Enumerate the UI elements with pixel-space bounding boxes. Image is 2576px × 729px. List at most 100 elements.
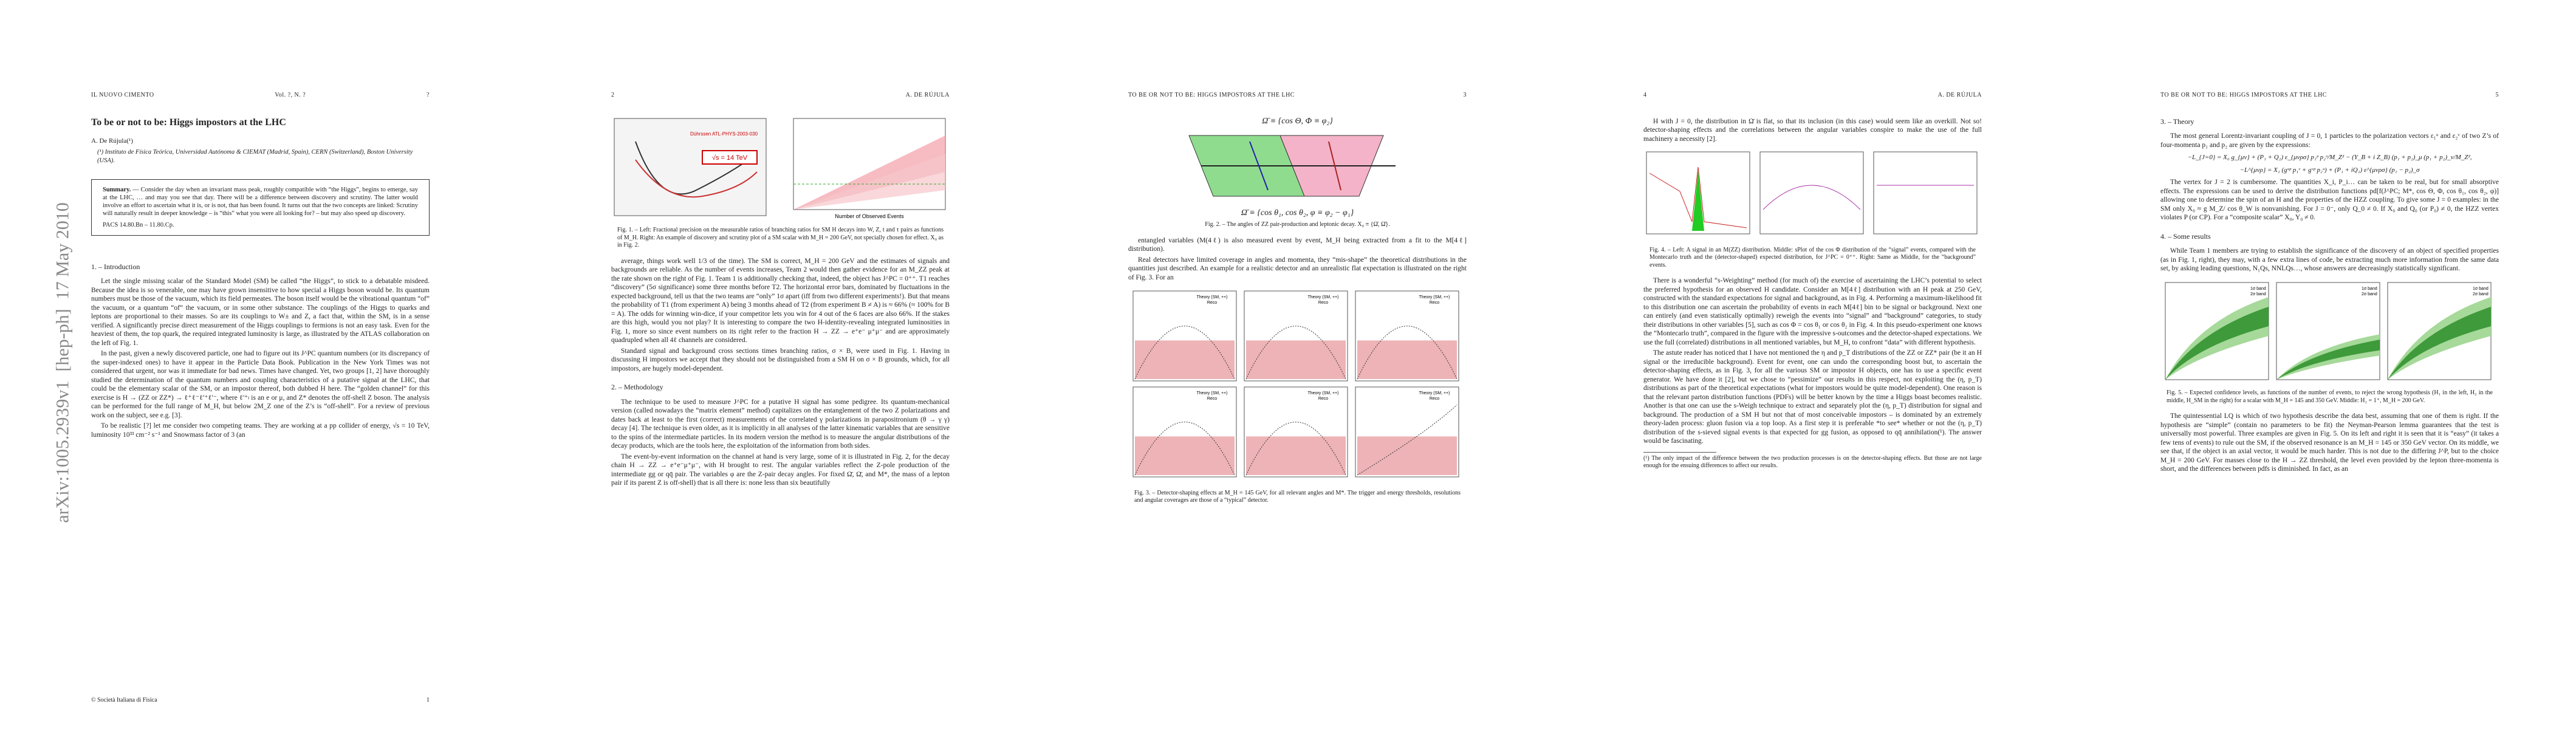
running-title: TO BE OR NOT TO BE: HIGGS IMPOSTORS AT T…: [1128, 92, 1295, 98]
figure-4: [1646, 151, 1978, 234]
band-1sigma: [2388, 306, 2491, 380]
footnote: (¹) The only impact of the difference be…: [1643, 454, 1982, 470]
page-number: 5: [2495, 92, 2499, 98]
paragraph: There is a wonderful “s-Weighting” metho…: [1643, 277, 1982, 346]
flat-expectation: [1357, 340, 1457, 379]
page-number: 3: [1463, 92, 1467, 98]
page: TO BE OR NOT TO BE: HIGGS IMPOSTORS AT T…: [1128, 91, 1467, 705]
author-head: A. DE RÚJULA: [905, 92, 950, 98]
plot-frame: [2276, 282, 2380, 380]
legend-entry: 2σ band: [2362, 292, 2377, 296]
author-head: A. DE RÚJULA: [1937, 92, 1982, 98]
paragraph: The vertex for J = 2 is cumbersome. The …: [2160, 179, 2499, 221]
paragraph: While Team 1 members are trying to estab…: [2160, 247, 2499, 272]
page-number: 1: [426, 696, 430, 703]
caption: Fig. 3. – Detector-shaping effects at M_…: [1134, 489, 1461, 504]
caption: Fig. 5. – Expected confidence levels, as…: [2167, 389, 2493, 404]
legend-entry: Reco: [1207, 301, 1217, 305]
volume: Vol. ?, N. ?: [275, 92, 306, 98]
band-1sigma: [2165, 306, 2269, 380]
legend-entry: Reco: [1318, 301, 1328, 305]
page-number: ?: [426, 92, 430, 98]
running-title: TO BE OR NOT TO BE: HIGGS IMPOSTORS AT T…: [2160, 92, 2327, 98]
legend-entry: 2σ band: [2473, 292, 2489, 296]
reco-curve: [1357, 405, 1458, 476]
legend-entry: 1σ band: [2473, 287, 2489, 291]
footer: © Società Italiana di Fisica 1: [91, 696, 430, 705]
caption: Fig. 1. – Left: Fractional precision on …: [617, 227, 944, 248]
reco-curve: [1357, 326, 1458, 380]
equation: Ω̄ ≡ {cos θ₁, cos θ₂, φ ≡ φ₂ − φ₁}: [1241, 208, 1354, 217]
flat-expectation: [1357, 436, 1457, 475]
section-heading: 3. – Theory: [2160, 117, 2194, 126]
fig-label: Dührssen ATL-PHYS-2003-030: [690, 131, 758, 137]
section-heading: 2. – Methodology: [611, 383, 663, 391]
flat-expectation: [1135, 436, 1235, 475]
paragraph: To be realistic [?] let me consider two …: [91, 422, 430, 439]
reco-curve: [1245, 326, 1346, 380]
reco-curve: [1134, 326, 1235, 380]
reco-curve: [1245, 422, 1346, 476]
flat-expectation: [1246, 436, 1346, 475]
legend-entry: Theory (SM, ++): [1197, 295, 1228, 299]
paragraph: The most general Lorentz-invariant coupl…: [2160, 132, 2499, 149]
reco-curve: [1134, 422, 1235, 476]
legend-entry: Reco: [1318, 397, 1328, 401]
page: IL NUOVO CIMENTO Vol. ?, N. ?? To be or n…: [91, 91, 430, 705]
arxiv-stamp: arXiv:1005.2939v1 [hep-ph] 17 May 2010: [52, 202, 73, 523]
band-1sigma: [2276, 339, 2380, 380]
paragraph: The technique to be used to measure J^PC…: [611, 398, 950, 450]
legend-entry: Reco: [1430, 397, 1439, 401]
axis-label: Number of Observed Events: [835, 213, 904, 219]
page-number: 2: [611, 92, 615, 98]
running-head: IL NUOVO CIMENTO Vol. ?, N. ??: [91, 91, 430, 100]
paragraph: Real detectors have limited coverage in …: [1128, 256, 1467, 281]
pacs: PACS 14.80.Bn – 11.80.Cp.: [103, 221, 174, 228]
fig-label: √s = 14 TeV: [712, 154, 748, 162]
running-head: TO BE OR NOT TO BE: HIGGS IMPOSTORS AT T…: [2160, 91, 2499, 100]
figure-3: Theory (SM, ++) Reco Theory (SM, ++) Reco Th…: [1132, 290, 1459, 477]
caption: Fig. 4. – Left: A signal in an M(ZZ) dis…: [1649, 246, 1976, 269]
legend-entry: 1σ band: [2250, 287, 2266, 291]
paragraph: entangled variables (M(4ℓ) is also measu…: [1128, 236, 1467, 253]
figure-2: [1188, 135, 1396, 197]
section-heading: 4. – Some results: [2160, 231, 2211, 241]
page: 4 A. DE RÚJULA H with J = 0, the distribu…: [1643, 91, 1982, 705]
title: To be or not to be: Higgs impostors at t…: [91, 117, 286, 128]
affiliation: (¹) Instituto de Física Teórica, Univers…: [97, 148, 413, 165]
summary-label: Summary.: [103, 186, 131, 193]
running-head: TO BE OR NOT TO BE: HIGGS IMPOSTORS AT T…: [1128, 91, 1467, 100]
page: 2 A. DE RÚJULA √s = 14 TeV Dührssen ATL-P…: [611, 91, 950, 705]
running-head: 4 A. DE RÚJULA: [1643, 91, 1982, 100]
journal: IL NUOVO CIMENTO: [91, 92, 154, 98]
paragraph: The astute reader has noticed that I hav…: [1643, 349, 1982, 445]
section-heading: 1. – Introduction: [91, 262, 140, 271]
equation: −L_{J=0} = X₀ g_{μν} + (P₁ + Q₂) ε_{μνρσ…: [2187, 154, 2472, 161]
page-number: 4: [1643, 92, 1647, 98]
author: A. De Rújula(¹): [91, 137, 133, 145]
running-head: 2 A. DE RÚJULA: [611, 91, 950, 100]
legend-entry: Theory (SM, ++): [1308, 391, 1339, 395]
paragraph: Standard signal and background cross sec…: [611, 347, 950, 372]
abstract: Summary. — Consider the day when an inva…: [91, 179, 430, 236]
caption: Fig. 2. – The angles of ZZ pair-producti…: [1205, 221, 1390, 228]
equation: Ω̄ ≡ {cos Θ, Φ ≡ φ₂}: [1262, 116, 1333, 126]
paragraph: The quintessential LQ is which of two hy…: [2160, 412, 2499, 473]
page: TO BE OR NOT TO BE: HIGGS IMPOSTORS AT T…: [2160, 91, 2499, 705]
paragraph: Let the single missing scalar of the Sta…: [91, 278, 430, 347]
paragraph: In the past, given a newly discovered pa…: [91, 350, 430, 419]
legend-entry: Theory (SM, ++): [1308, 295, 1339, 299]
legend-entry: Theory (SM, ++): [1197, 391, 1228, 395]
figure-1: √s = 14 TeV Dührssen ATL-PHYS-2003-030 N…: [614, 118, 946, 219]
summary: — Consider the day when an invariant mas…: [103, 186, 418, 217]
legend-entry: 2σ band: [2250, 292, 2266, 296]
equation: −L^{μνρ} = X₁ (gᵘᵖ p₁ᵛ + gᵛᵖ p₂ᵘ) + (P₁ …: [2239, 166, 2420, 174]
copyright: © Società Italiana di Fisica: [91, 696, 157, 703]
paragraph: average, things work well 1/3 of the tim…: [611, 257, 950, 344]
paragraph: H with J = 0, the distribution in Ω̄ is …: [1643, 117, 1982, 143]
legend-entry: Reco: [1430, 301, 1439, 305]
legend-entry: Theory (SM, ++): [1419, 295, 1450, 299]
legend-entry: 1σ band: [2362, 287, 2377, 291]
